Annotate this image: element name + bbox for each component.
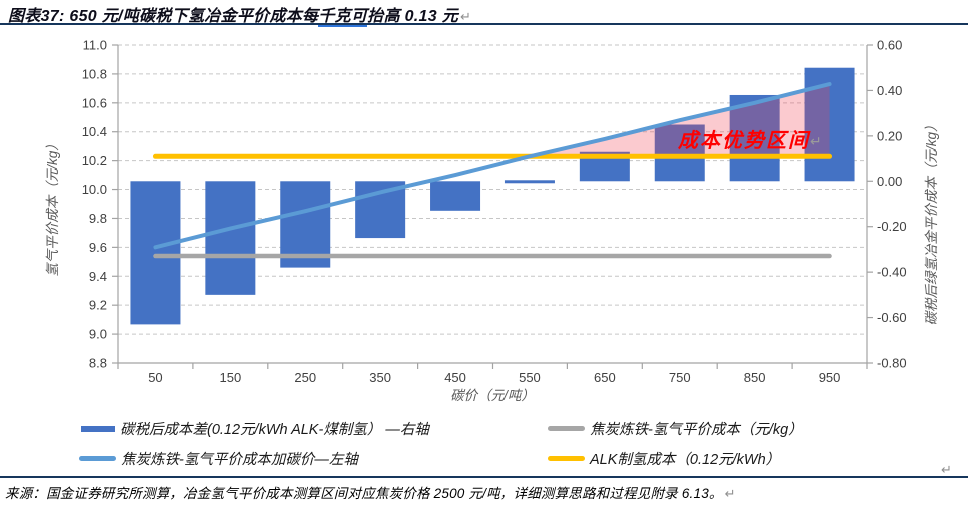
svg-text:9.0: 9.0 — [89, 327, 107, 342]
svg-text:0.60: 0.60 — [877, 38, 902, 53]
legend-item-alk-cost: ALK制氢成本（0.12元/kWh） — [548, 448, 780, 469]
svg-text:450: 450 — [444, 370, 466, 385]
svg-text:350: 350 — [369, 370, 391, 385]
legend-line-swatch — [548, 426, 585, 431]
svg-text:碳税后绿氢冶金平价成本（元/kg）: 碳税后绿氢冶金平价成本（元/kg） — [924, 118, 939, 325]
svg-text:↵: ↵ — [810, 133, 822, 149]
svg-text:650: 650 — [594, 370, 616, 385]
bar-series — [130, 67, 855, 325]
legend-label: 碳税后成本差(0.12元/kWh ALK-煤制氢） —右轴 — [120, 422, 429, 438]
svg-text:氢气平价成本（元/kg）: 氢气平价成本（元/kg） — [45, 137, 60, 277]
svg-text:50: 50 — [148, 370, 162, 385]
svg-text:950: 950 — [819, 370, 841, 385]
svg-text:9.4: 9.4 — [89, 269, 107, 284]
svg-text:750: 750 — [669, 370, 691, 385]
legend-label: 焦炭炼铁-氢气平价成本（元/kg） — [590, 422, 803, 438]
svg-text:-0.80: -0.80 — [877, 356, 907, 371]
svg-text:10.6: 10.6 — [82, 95, 107, 110]
svg-text:9.8: 9.8 — [89, 211, 107, 226]
legend-item-cost-plus-carbon: 焦炭炼铁-氢气平价成本加碳价—左轴 — [79, 448, 358, 469]
line-series — [152, 82, 833, 259]
svg-text:0.20: 0.20 — [877, 128, 902, 143]
axis-labels: 8.8 9.0 9.2 9.4 9.6 9.8 10.0 10.2 10.4 10.6 10.8 11… — [45, 38, 939, 404]
paragraph-return-icon: ↵ — [941, 462, 952, 477]
svg-text:10.2: 10.2 — [82, 153, 107, 168]
svg-text:10.8: 10.8 — [82, 66, 107, 81]
legend-line-swatch — [79, 456, 116, 461]
legend-label: 焦炭炼铁-氢气平价成本加碳价—左轴 — [121, 452, 358, 468]
axes-and-ticks — [112, 44, 873, 369]
svg-text:成本优势区间: 成本优势区间 — [677, 129, 811, 152]
title-divider — [0, 23, 968, 25]
svg-text:0.00: 0.00 — [877, 174, 902, 189]
figure-title-suffix: 抬高 0.13 元 — [367, 8, 458, 25]
legend-item-cost-diff: 碳税后成本差(0.12元/kWh ALK-煤制氢） —右轴 — [81, 418, 429, 439]
svg-text:10.4: 10.4 — [82, 124, 107, 139]
paragraph-return-icon: ↵ — [724, 486, 736, 501]
chart-legend: 碳税后成本差(0.12元/kWh ALK-煤制氢） —右轴 焦炭炼铁-氢气平价成… — [0, 415, 968, 477]
svg-text:-0.60: -0.60 — [877, 310, 907, 325]
source-text: 来源：国金证券研究所测算，冶金氢气平价成本测算区间对应焦炭价格 2500 元/吨… — [5, 486, 723, 501]
svg-text:碳价（元/吨）: 碳价（元/吨） — [450, 388, 535, 403]
figure-title: 图表37: 650 元/吨碳税下氢冶金平价成本每千克可抬高 0.13 元 ↵ — [8, 2, 472, 27]
carbon-tax-cost-parity-chart: 成本优势区间 ↵ 8.8 9.0 9.2 9.4 9.6 9.8 10.0 10.2 10.4 10… — [45, 38, 939, 404]
svg-text:550: 550 — [519, 370, 541, 385]
legend-item-coke-iron-cost: 焦炭炼铁-氢气平价成本（元/kg） — [548, 418, 803, 439]
svg-text:8.8: 8.8 — [89, 356, 107, 371]
svg-text:250: 250 — [294, 370, 316, 385]
svg-text:11.0: 11.0 — [83, 38, 107, 53]
svg-text:-0.40: -0.40 — [877, 265, 907, 280]
footer-divider — [0, 476, 968, 478]
svg-text:0.40: 0.40 — [877, 83, 902, 98]
svg-text:9.2: 9.2 — [89, 298, 107, 313]
svg-text:-0.20: -0.20 — [877, 219, 907, 234]
figure-title-underlined-text: 千克可 — [318, 8, 368, 27]
svg-text:10.0: 10.0 — [82, 182, 107, 197]
svg-text:150: 150 — [219, 370, 241, 385]
legend-line-swatch — [548, 456, 585, 461]
svg-text:9.6: 9.6 — [89, 240, 107, 255]
region-annotation: 成本优势区间 ↵ — [677, 129, 822, 152]
figure-title-prefix: 图表37: 650 元/吨碳税下氢冶金平价成本每 — [8, 8, 319, 25]
paragraph-return-icon: ↵ — [460, 9, 472, 24]
legend-bar-swatch — [81, 425, 115, 432]
svg-text:850: 850 — [744, 370, 766, 385]
legend-label: ALK制氢成本（0.12元/kWh） — [590, 452, 781, 468]
source-note: 来源：国金证券研究所测算，冶金氢气平价成本测算区间对应焦炭价格 2500 元/吨… — [5, 482, 736, 502]
